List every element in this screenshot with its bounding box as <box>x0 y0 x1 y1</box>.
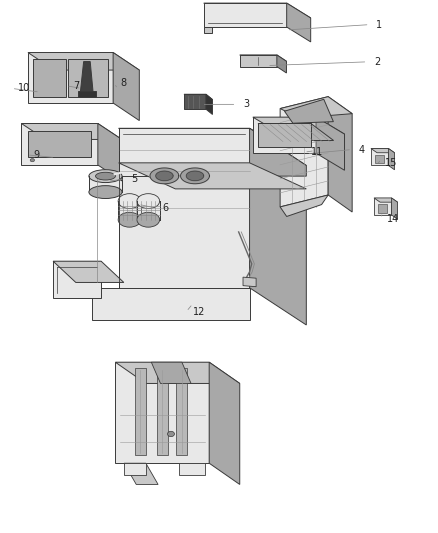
Ellipse shape <box>167 431 174 437</box>
Polygon shape <box>375 155 384 164</box>
Polygon shape <box>374 198 398 202</box>
Polygon shape <box>113 53 139 120</box>
Polygon shape <box>240 55 277 67</box>
Polygon shape <box>280 96 352 118</box>
Polygon shape <box>209 362 240 484</box>
Polygon shape <box>28 53 113 103</box>
Polygon shape <box>240 55 286 61</box>
Polygon shape <box>177 368 187 455</box>
Polygon shape <box>78 91 96 96</box>
Text: 7: 7 <box>73 81 79 91</box>
Polygon shape <box>243 277 256 287</box>
Polygon shape <box>374 198 392 215</box>
Polygon shape <box>33 59 66 96</box>
Polygon shape <box>371 149 395 153</box>
Polygon shape <box>28 132 91 157</box>
Polygon shape <box>392 198 398 219</box>
Polygon shape <box>253 117 316 154</box>
Polygon shape <box>280 195 328 216</box>
Polygon shape <box>184 94 212 100</box>
Polygon shape <box>179 463 205 475</box>
Ellipse shape <box>89 185 122 198</box>
Polygon shape <box>115 362 209 463</box>
Polygon shape <box>21 124 98 165</box>
Polygon shape <box>137 201 159 220</box>
Text: 15: 15 <box>385 158 397 168</box>
Polygon shape <box>204 3 311 18</box>
Polygon shape <box>378 204 387 213</box>
Polygon shape <box>184 94 206 109</box>
Text: 9: 9 <box>33 150 39 160</box>
Polygon shape <box>204 27 212 34</box>
Polygon shape <box>115 362 240 383</box>
Polygon shape <box>53 261 101 298</box>
Polygon shape <box>21 124 122 140</box>
Text: 1: 1 <box>376 20 382 30</box>
Polygon shape <box>277 55 286 73</box>
Polygon shape <box>98 124 122 181</box>
Polygon shape <box>285 99 333 123</box>
Polygon shape <box>119 163 306 189</box>
Polygon shape <box>371 149 389 165</box>
Polygon shape <box>119 128 306 165</box>
Polygon shape <box>89 176 122 192</box>
Polygon shape <box>135 368 146 455</box>
Polygon shape <box>156 171 173 181</box>
Ellipse shape <box>118 193 141 208</box>
Polygon shape <box>389 149 395 169</box>
Polygon shape <box>180 168 209 184</box>
Polygon shape <box>80 62 93 94</box>
Polygon shape <box>119 128 250 176</box>
Polygon shape <box>157 368 168 455</box>
Polygon shape <box>250 128 306 325</box>
Polygon shape <box>151 362 191 383</box>
Polygon shape <box>92 288 250 320</box>
Text: 12: 12 <box>193 306 205 317</box>
Polygon shape <box>280 96 328 207</box>
Ellipse shape <box>137 193 159 208</box>
Polygon shape <box>53 261 124 282</box>
Ellipse shape <box>137 212 159 227</box>
Text: 6: 6 <box>162 203 168 213</box>
Polygon shape <box>68 59 108 96</box>
Polygon shape <box>253 117 345 134</box>
Text: 4: 4 <box>359 144 365 155</box>
Text: 3: 3 <box>243 99 249 109</box>
Polygon shape <box>28 53 139 70</box>
Text: 8: 8 <box>121 78 127 88</box>
Polygon shape <box>124 463 146 475</box>
Ellipse shape <box>89 169 122 183</box>
Text: 5: 5 <box>132 174 138 184</box>
Polygon shape <box>204 3 287 27</box>
Ellipse shape <box>95 172 116 180</box>
Polygon shape <box>124 463 158 484</box>
Polygon shape <box>287 3 311 42</box>
Polygon shape <box>258 124 334 141</box>
Polygon shape <box>258 124 311 147</box>
Polygon shape <box>316 117 345 170</box>
Text: 10: 10 <box>18 83 30 93</box>
Polygon shape <box>186 171 204 181</box>
Text: 11: 11 <box>311 147 323 157</box>
Polygon shape <box>119 128 250 288</box>
Polygon shape <box>250 128 306 176</box>
Polygon shape <box>150 168 179 184</box>
Polygon shape <box>206 94 212 115</box>
Ellipse shape <box>118 212 141 227</box>
Text: 2: 2 <box>374 57 380 67</box>
Ellipse shape <box>30 159 35 162</box>
Polygon shape <box>118 201 141 220</box>
Polygon shape <box>328 96 352 212</box>
Text: 14: 14 <box>387 214 399 224</box>
